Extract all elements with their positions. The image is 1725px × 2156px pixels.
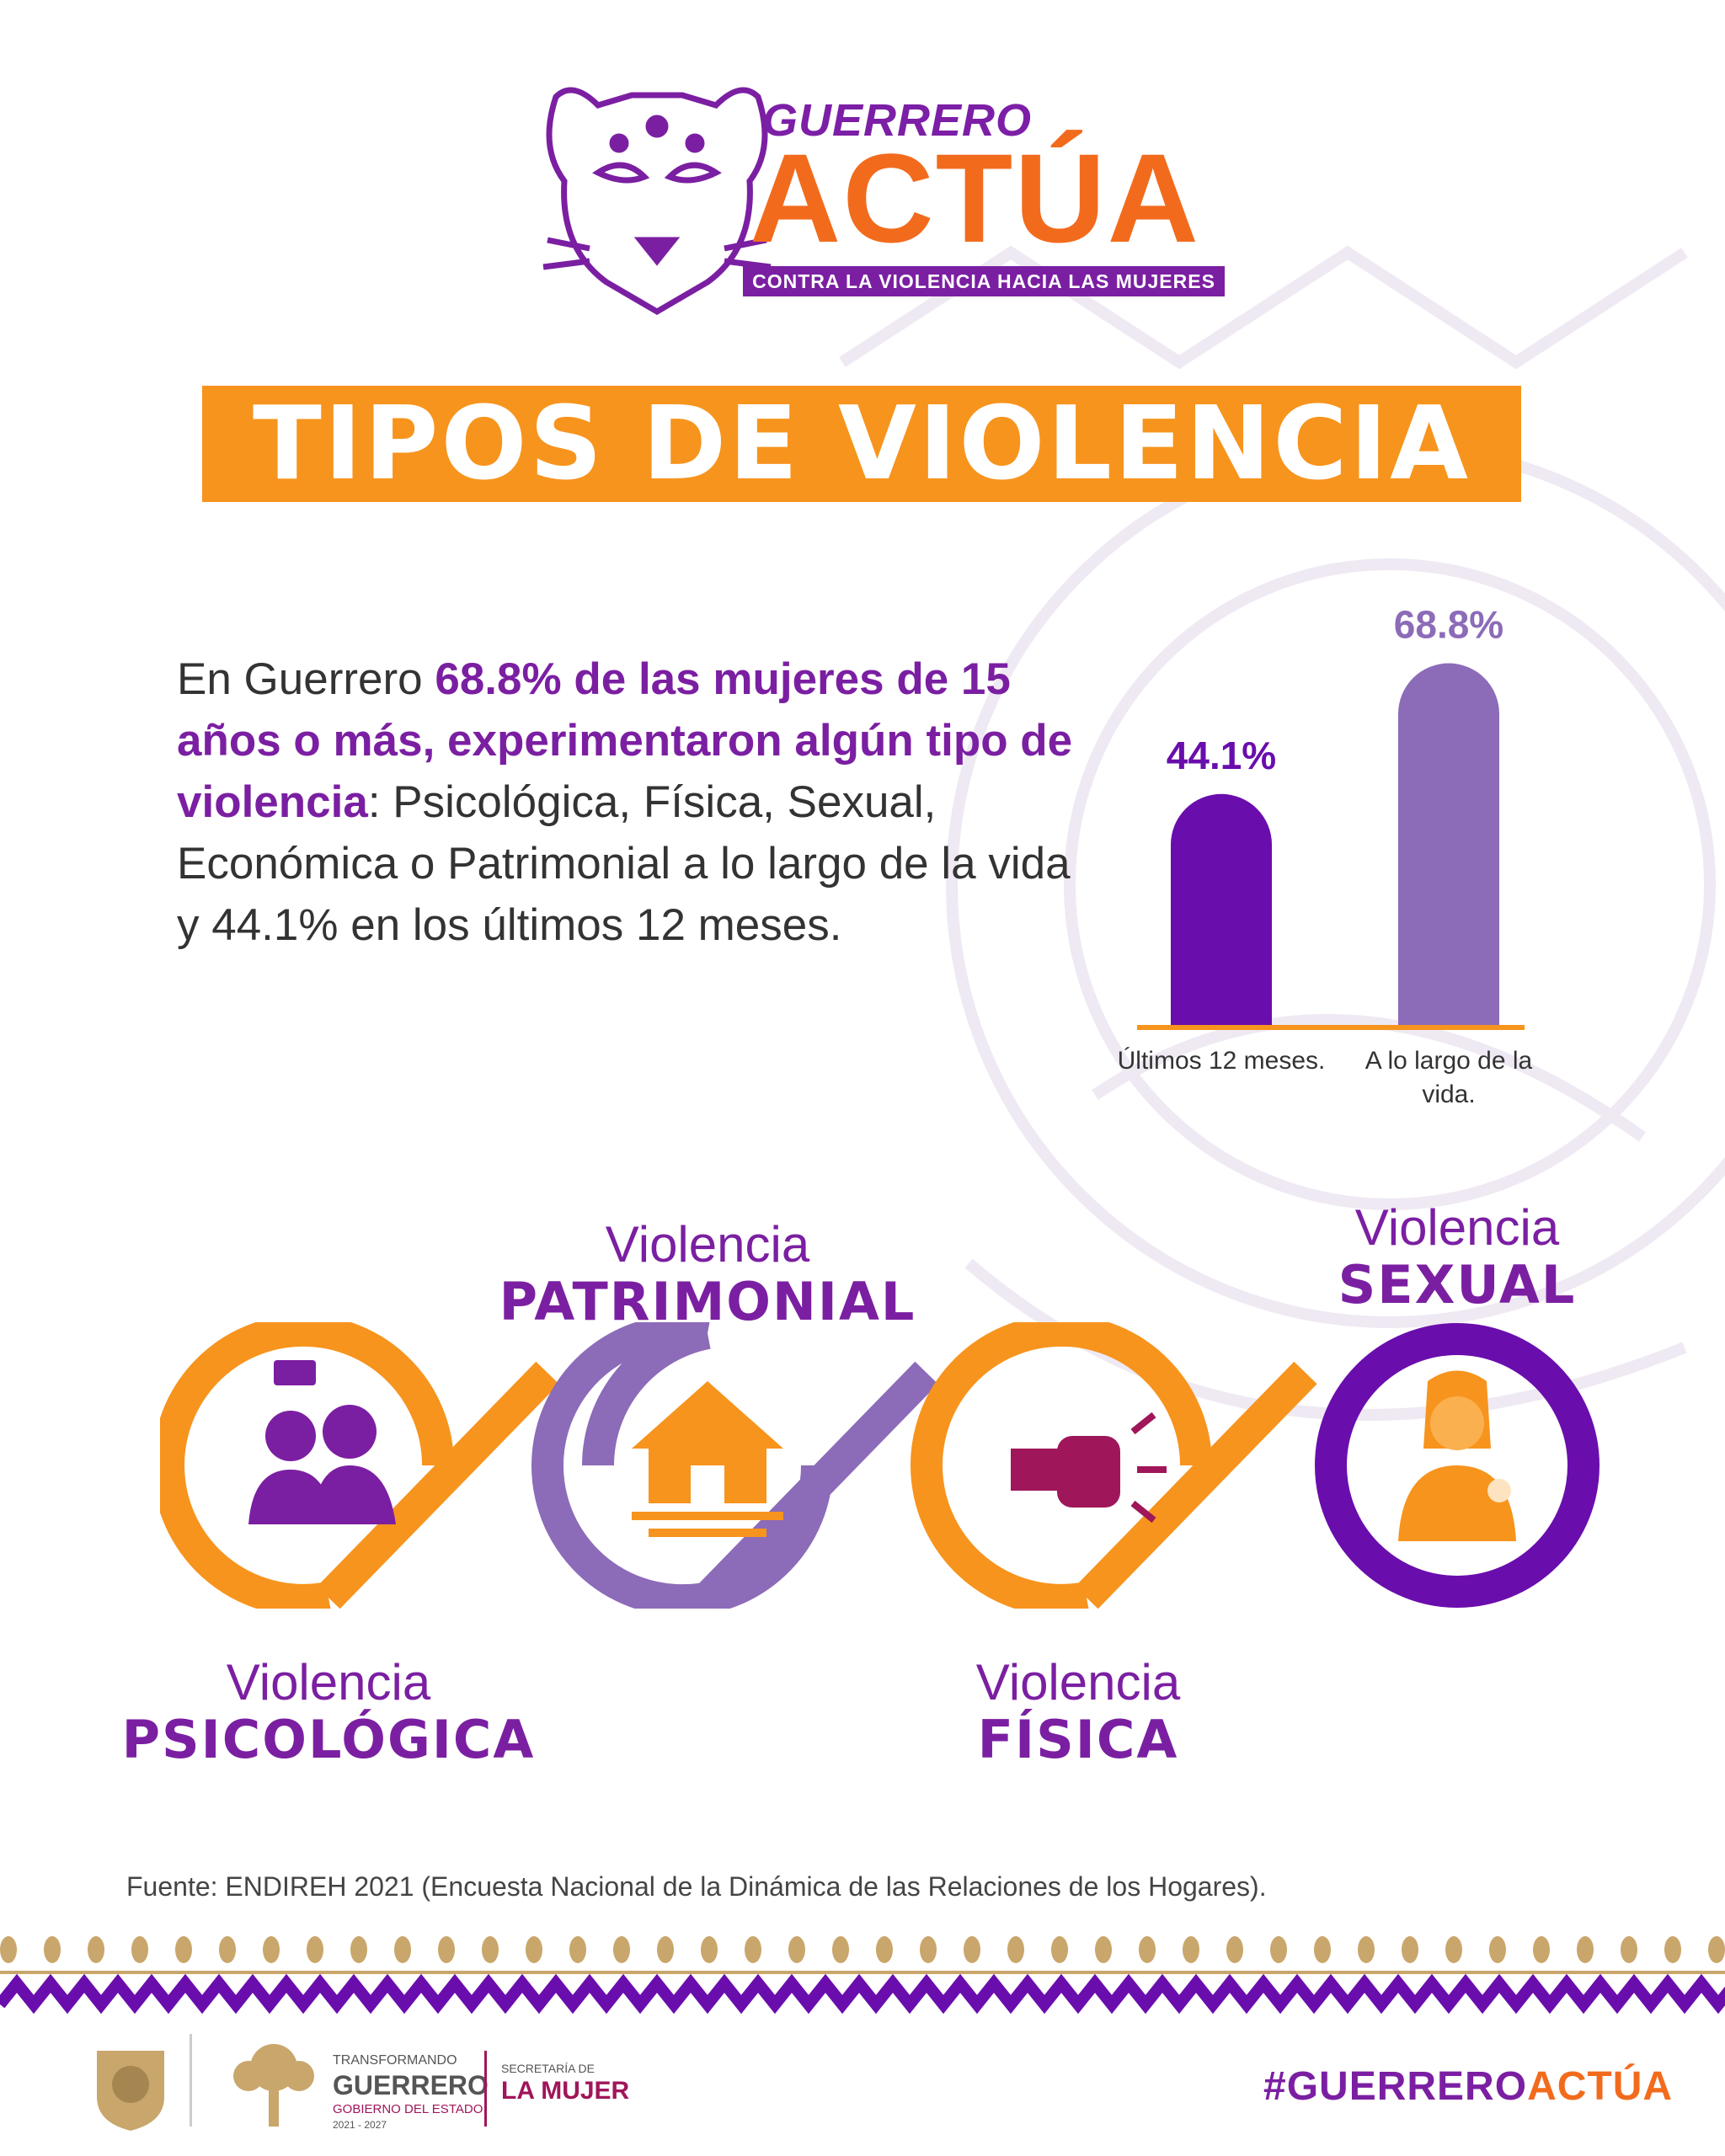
connector-1	[317, 1361, 559, 1609]
ring-psicologica	[160, 1322, 454, 1609]
type-line1: Violencia	[975, 1654, 1181, 1710]
jaguar-logo-icon	[542, 87, 772, 316]
connector-3	[1075, 1361, 1317, 1609]
ring-patrimonial	[531, 1322, 833, 1609]
gov-name: GUERRERO	[333, 2070, 489, 2100]
type-title-psicologica: Violencia PSICOLÓGICA	[118, 1655, 539, 1769]
chart-data-label: 68.8%	[1394, 603, 1503, 647]
state-seal-icon	[97, 2051, 164, 2131]
type-title-patrimonial: Violencia PATRIMONIAL	[497, 1217, 918, 1331]
hashtag-part2: ACTÚA	[1527, 2064, 1674, 2109]
logo-word-actua: ACTÚA	[750, 127, 1200, 269]
ring-fisica	[911, 1322, 1212, 1609]
summary-part1: En Guerrero	[177, 654, 435, 704]
footer-divider	[190, 2034, 192, 2127]
source-note: Fuente: ENDIREH 2021 (Encuesta Nacional …	[126, 1871, 1267, 1902]
woman-touched-icon	[1398, 1370, 1516, 1541]
type-line1: Violencia	[226, 1654, 431, 1710]
page-title: TIPOS DE VIOLENCIA	[252, 385, 1471, 503]
type-line2: SEXUAL	[1338, 1254, 1577, 1315]
hashtag-part1: #GUERRERO	[1263, 2064, 1528, 2109]
type-line1: Violencia	[605, 1216, 810, 1273]
category-label: Últimos 12 meses.	[1117, 1047, 1326, 1075]
house-icon	[632, 1381, 783, 1537]
people-speech-icon	[248, 1360, 396, 1524]
category-label: A lo largo de la vida.	[1365, 1047, 1533, 1108]
chart-data-label: 44.1%	[1167, 734, 1276, 777]
footer-divider-2	[484, 2051, 487, 2127]
logo-tagline: CONTRA LA VIOLENCIA HACIA LAS MUJERES	[743, 266, 1225, 296]
violence-types-diagram	[160, 1322, 1599, 1609]
hashtag: #GUERREROACTÚA	[1263, 2063, 1673, 2110]
sec-small: SECRETARÍA DE	[501, 2062, 595, 2075]
type-line2: FÍSICA	[977, 1709, 1179, 1770]
summary-part2: : Psicológica, Física, Sexual, Económica…	[177, 777, 1071, 950]
chart-bar	[1171, 793, 1272, 1027]
summary-highlight: 68.8% de las mujeres de 15 años o más, e…	[177, 654, 1073, 827]
type-line2: PATRIMONIAL	[499, 1271, 916, 1332]
ring-patrimonial-b	[582, 1322, 711, 1466]
type-line2: PSICOLÓGICA	[121, 1709, 536, 1770]
bar-chart: 44.1% 68.8%	[1137, 603, 1525, 1030]
logo-word-guerrero: GUERRERO	[762, 95, 1033, 146]
type-line1: Violencia	[1354, 1199, 1560, 1256]
connector-2	[696, 1361, 938, 1609]
sec-name: LA MUJER	[501, 2077, 630, 2105]
decorative-border	[0, 1936, 1725, 2015]
type-title-fisica: Violencia FÍSICA	[868, 1655, 1289, 1769]
fist-icon	[1011, 1412, 1167, 1524]
ring-sexual	[1315, 1323, 1599, 1608]
chart-bar	[1398, 663, 1499, 1027]
gov-years: 2021 - 2027	[333, 2119, 387, 2131]
gov-sub: GOBIERNO DEL ESTADO	[333, 2102, 483, 2116]
summary-paragraph: En Guerrero 68.8% de las mujeres de 15 a…	[177, 648, 1095, 956]
title-banner: TIPOS DE VIOLENCIA	[202, 385, 1521, 503]
gov-small: TRANSFORMANDO	[333, 2053, 457, 2068]
type-title-sexual: Violencia SEXUAL	[1247, 1200, 1668, 1315]
tree-logo-icon	[233, 2044, 314, 2127]
